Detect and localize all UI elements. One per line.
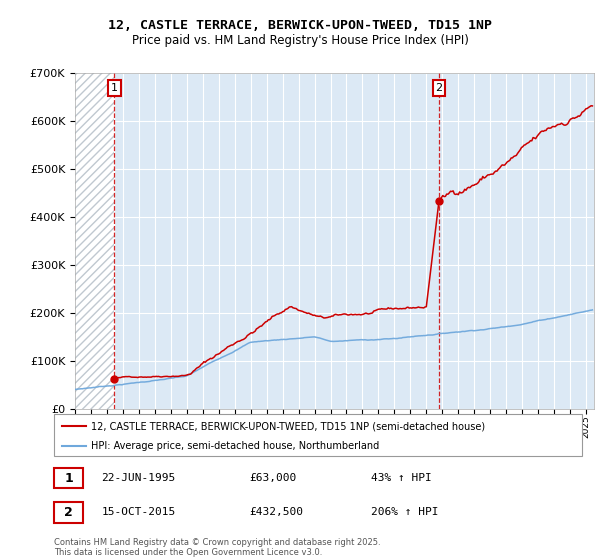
Text: £63,000: £63,000: [250, 473, 296, 483]
Text: 12, CASTLE TERRACE, BERWICK-UPON-TWEED, TD15 1NP (semi-detached house): 12, CASTLE TERRACE, BERWICK-UPON-TWEED, …: [91, 421, 485, 431]
Text: 15-OCT-2015: 15-OCT-2015: [101, 507, 176, 517]
Text: 206% ↑ HPI: 206% ↑ HPI: [371, 507, 438, 517]
Text: £432,500: £432,500: [250, 507, 304, 517]
Text: 1: 1: [111, 83, 118, 93]
Text: HPI: Average price, semi-detached house, Northumberland: HPI: Average price, semi-detached house,…: [91, 441, 379, 451]
FancyBboxPatch shape: [54, 502, 83, 522]
Bar: [75, 73, 115, 409]
Text: 1: 1: [64, 472, 73, 484]
FancyBboxPatch shape: [54, 468, 83, 488]
Text: 43% ↑ HPI: 43% ↑ HPI: [371, 473, 431, 483]
Bar: [75, 73, 115, 409]
Text: 12, CASTLE TERRACE, BERWICK-UPON-TWEED, TD15 1NP: 12, CASTLE TERRACE, BERWICK-UPON-TWEED, …: [108, 18, 492, 32]
Text: 22-JUN-1995: 22-JUN-1995: [101, 473, 176, 483]
Text: 2: 2: [436, 83, 443, 93]
FancyBboxPatch shape: [54, 414, 582, 456]
Text: Contains HM Land Registry data © Crown copyright and database right 2025.
This d: Contains HM Land Registry data © Crown c…: [54, 538, 380, 557]
Text: Price paid vs. HM Land Registry's House Price Index (HPI): Price paid vs. HM Land Registry's House …: [131, 34, 469, 47]
Text: 2: 2: [64, 506, 73, 519]
